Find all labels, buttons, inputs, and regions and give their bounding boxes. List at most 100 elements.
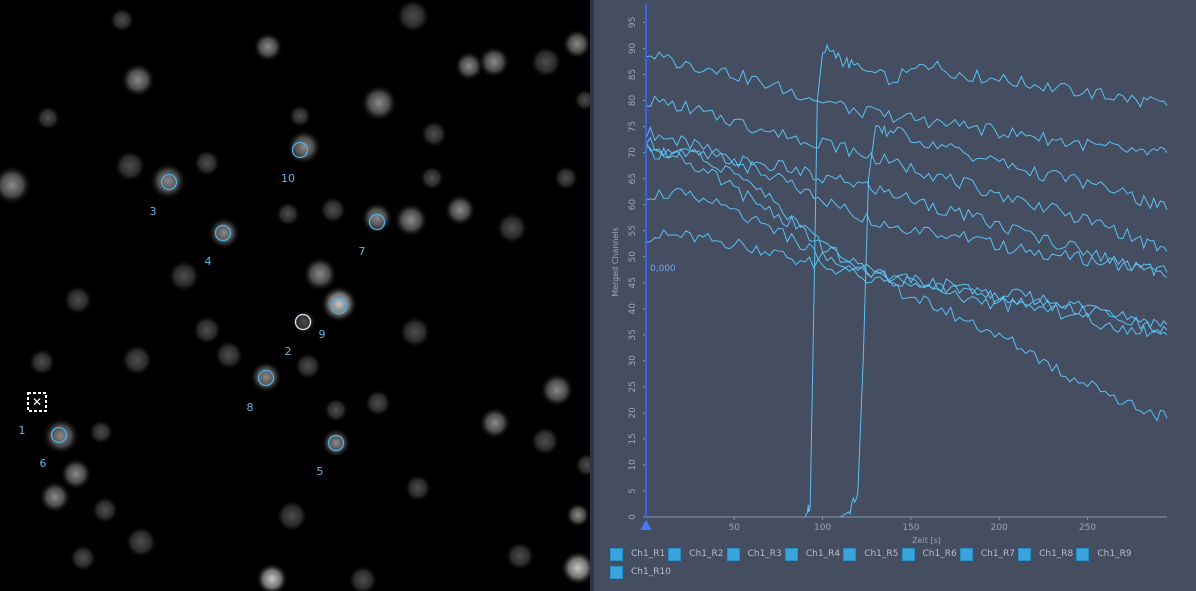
roi-circle-2[interactable] xyxy=(294,313,312,331)
y-tick-label: 35 xyxy=(628,329,638,340)
cell-nucleus xyxy=(477,45,511,79)
roi-circle-8[interactable] xyxy=(257,369,275,387)
x-tick-label: 150 xyxy=(902,523,919,533)
series-line-ch1-r6 xyxy=(645,187,1168,422)
cell-nucleus xyxy=(562,29,590,59)
roi-circle-7[interactable] xyxy=(368,213,386,231)
y-tick-label: 95 xyxy=(628,17,638,28)
legend-label: Ch1_R7 xyxy=(980,549,1015,559)
x-tick-label: 100 xyxy=(814,523,831,533)
cell-nucleus xyxy=(214,340,244,370)
cell-nucleus xyxy=(302,256,338,292)
roi-circle-9[interactable] xyxy=(330,297,348,315)
y-tick-label: 85 xyxy=(628,69,638,80)
y-tick-label: 5 xyxy=(628,488,638,494)
legend-label: Ch1_R2 xyxy=(689,549,724,559)
y-axis-title: Merged Channels xyxy=(611,227,620,297)
legend-item-ch1-r1[interactable]: Ch1_R1 xyxy=(610,546,665,562)
legend-item-ch1-r7[interactable]: Ch1_R7 xyxy=(959,546,1015,562)
roi-circle-3[interactable] xyxy=(160,173,178,191)
roi-label-9: 9 xyxy=(319,328,326,341)
cell-nucleus xyxy=(59,457,93,491)
cell-nucleus xyxy=(149,162,187,200)
legend-swatch[interactable] xyxy=(959,547,973,561)
legend-label: Ch1_R1 xyxy=(631,549,666,559)
legend-item-ch1-r5[interactable]: Ch1_R5 xyxy=(843,546,898,562)
legend-swatch[interactable] xyxy=(1076,547,1090,561)
series-line-ch1-r2 xyxy=(646,43,1168,518)
series-line-ch1-r4 xyxy=(645,51,1168,156)
legend-item-ch1-r3[interactable]: Ch1_R3 xyxy=(726,546,782,562)
legend-swatch[interactable] xyxy=(610,565,623,579)
x-axis-title: Zeit [s] xyxy=(912,536,941,545)
y-tick-label: 25 xyxy=(628,381,638,392)
legend-item-ch1-r6[interactable]: Ch1_R6 xyxy=(901,546,957,562)
y-tick-label: 65 xyxy=(628,173,638,184)
roi-label-1: 1 xyxy=(19,424,26,437)
cell-nucleus xyxy=(420,120,448,148)
cell-nucleus xyxy=(323,397,349,423)
roi-label-4: 4 xyxy=(205,255,212,268)
x-axis-ticks: 50 100 150 200 250 xyxy=(729,517,1096,533)
legend-swatch[interactable] xyxy=(668,547,682,561)
cell-nucleus xyxy=(35,105,61,131)
roi-label-7: 7 xyxy=(359,245,366,258)
legend-swatch[interactable] xyxy=(843,547,857,561)
microscope-image[interactable]: 1 2 3 4 5 6 7 8 9 10 ✕ xyxy=(0,0,590,591)
legend-item-ch1-r8[interactable]: Ch1_R8 xyxy=(1018,546,1073,562)
y-axis-ticks: 0 5 10 15 20 25 30 35 40 45 50 55 60 65 70 75 80 85 90 95 xyxy=(628,17,646,520)
legend-swatch[interactable] xyxy=(784,547,798,561)
legend-swatch[interactable] xyxy=(901,547,915,561)
series-line-ch1-r1 xyxy=(645,125,1168,277)
legend-swatch[interactable] xyxy=(610,547,623,561)
legend-item-ch1-r9[interactable]: Ch1_R9 xyxy=(1076,546,1132,562)
legend-item-ch1-r4[interactable]: Ch1_R4 xyxy=(784,546,840,562)
close-icon[interactable]: ✕ xyxy=(32,395,42,409)
cell-nucleus xyxy=(395,0,431,34)
cell-nucleus xyxy=(321,428,351,458)
cell-nucleus xyxy=(404,474,432,502)
cell-nucleus xyxy=(443,193,477,227)
cell-nucleus xyxy=(478,406,512,440)
cell-nucleus xyxy=(286,129,322,165)
roi-circle-6[interactable] xyxy=(50,426,68,444)
image-viewer[interactable]: 1 2 3 4 5 6 7 8 9 10 ✕ xyxy=(0,0,590,591)
cell-nucleus xyxy=(0,165,32,205)
series-line-ch1-r3 xyxy=(645,229,1168,329)
y-tick-label: 60 xyxy=(628,199,638,211)
series-line-ch1-r7 xyxy=(645,145,1168,278)
cell-field xyxy=(0,0,590,591)
cell-nucleus xyxy=(192,315,222,345)
legend-item-ch1-r10[interactable]: Ch1_R10 xyxy=(610,564,671,580)
y-tick-label: 50 xyxy=(628,251,638,263)
legend-swatch[interactable] xyxy=(726,547,740,561)
cell-nucleus xyxy=(38,480,72,514)
y-tick-label: 75 xyxy=(628,121,638,132)
legend-swatch[interactable] xyxy=(1018,547,1032,561)
legend-item-ch1-r2[interactable]: Ch1_R2 xyxy=(668,546,724,562)
legend-label: Ch1_R3 xyxy=(747,549,782,559)
cell-nucleus xyxy=(253,32,283,62)
cell-nucleus xyxy=(360,84,398,122)
roi-label-8: 8 xyxy=(247,401,254,414)
cell-nucleus xyxy=(288,104,312,128)
roi-overlay[interactable]: 1 2 3 4 5 6 7 8 9 10 xyxy=(19,141,386,479)
y-tick-label: 90 xyxy=(628,42,638,54)
roi-label-3: 3 xyxy=(150,205,157,218)
roi-circle-5[interactable] xyxy=(327,434,345,452)
roi-label-10: 10 xyxy=(281,172,295,185)
y-tick-label: 80 xyxy=(628,95,638,107)
time-cursor-handle[interactable] xyxy=(640,520,652,530)
cell-nucleus xyxy=(249,360,283,394)
legend-label: Ch1_R5 xyxy=(864,549,899,559)
cell-nucleus xyxy=(573,88,590,112)
cell-nucleus xyxy=(42,417,80,455)
roi-circle-4[interactable] xyxy=(214,224,232,242)
cell-nucleus xyxy=(495,211,529,245)
intensity-chart[interactable]: 0 5 10 15 20 25 30 35 40 45 50 55 60 65 70 75 80 85 90 95 5… xyxy=(594,0,1196,545)
cell-nucleus xyxy=(255,562,289,591)
series-line-ch1-r5 xyxy=(646,124,1168,518)
panel-splitter[interactable] xyxy=(590,0,594,591)
roi-circle-10[interactable] xyxy=(291,141,309,159)
roi-selection-marker[interactable]: ✕ xyxy=(27,392,47,412)
